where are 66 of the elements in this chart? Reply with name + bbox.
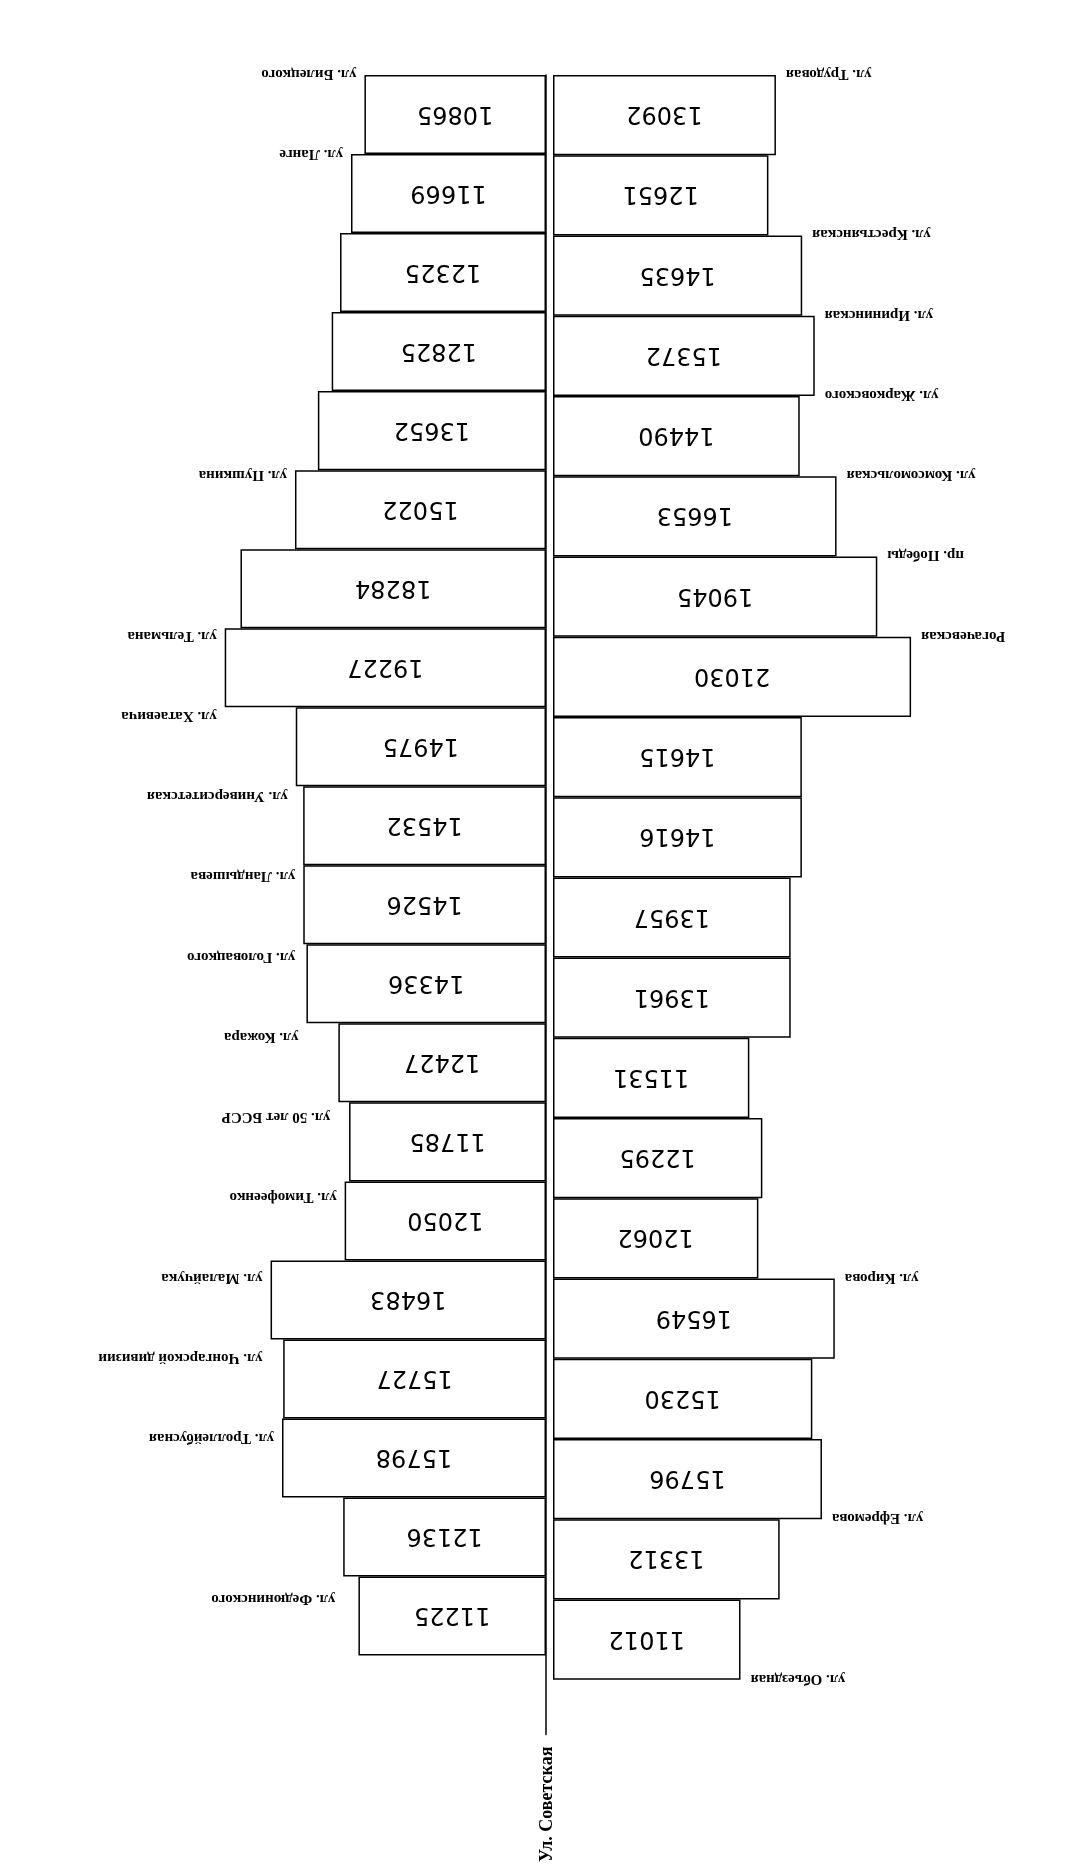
category-label: ул. Кирова [844, 1270, 919, 1287]
category-label: ул. Головацкого [187, 949, 296, 966]
category-label: ул. Жарковского [824, 387, 939, 404]
category-label: ул. Ланге [279, 147, 343, 164]
data-label: 11012 [608, 1625, 685, 1654]
data-label: 14616 [639, 823, 716, 852]
category-label: ул. Трудовая [785, 67, 872, 83]
category-label: ул. Ирининская [824, 307, 934, 324]
data-label: 12325 [404, 258, 482, 287]
data-label: 14615 [639, 743, 716, 772]
data-label: 15230 [644, 1384, 721, 1413]
data-label: 14635 [639, 261, 716, 290]
data-label: 15727 [376, 1364, 453, 1393]
data-label: 19045 [676, 582, 754, 611]
data-label: 11669 [410, 179, 487, 208]
data-label: 14336 [388, 969, 465, 998]
data-label: 14532 [386, 811, 463, 840]
data-label: 12427 [403, 1048, 481, 1077]
data-label: 13652 [393, 416, 471, 445]
data-label: 18284 [355, 574, 432, 603]
data-label: 16549 [655, 1304, 733, 1333]
data-label: 14526 [386, 890, 463, 919]
data-label: 13961 [633, 983, 711, 1012]
data-label: 11531 [612, 1063, 690, 1092]
category-label: ул. Троллейбусная [148, 1431, 274, 1448]
y-axis-title: Ул. Советская [536, 1746, 556, 1863]
data-label: 11785 [409, 1127, 486, 1156]
category-label: пр. Победы [887, 548, 965, 565]
data-label: 16483 [370, 1285, 447, 1314]
data-label: 12651 [622, 181, 699, 210]
data-label: 10865 [417, 100, 494, 129]
data-label: 15372 [645, 341, 723, 370]
category-label: ул. Чонгарской дивизии [98, 1350, 263, 1367]
data-label: 12295 [619, 1144, 696, 1173]
data-label: 12050 [407, 1206, 484, 1235]
category-label: ул. Тельмана [127, 628, 217, 645]
data-label: 19227 [347, 653, 424, 682]
data-label: 21030 [693, 662, 771, 691]
data-label: 13092 [626, 101, 703, 130]
data-label: 12825 [400, 337, 478, 366]
data-label: 13957 [633, 903, 711, 932]
category-label: ул. Комсомольская [846, 468, 976, 485]
data-label: 15022 [382, 495, 459, 524]
data-label: 15798 [375, 1443, 453, 1472]
category-label: ул. Университетская [146, 789, 288, 806]
category-label: Рогачевская [921, 628, 1006, 645]
data-label: 14975 [382, 732, 460, 761]
category-label: ул. Малайчука [161, 1270, 263, 1287]
data-label: 12136 [406, 1523, 483, 1552]
data-label: 16653 [656, 502, 733, 531]
category-label: ул. Пушкина [198, 468, 287, 485]
category-label: ул. Билецкого [261, 67, 357, 83]
data-label: 14490 [638, 422, 715, 451]
category-label: ул. 50 лет БССР [221, 1110, 331, 1127]
data-label: 12062 [617, 1224, 694, 1253]
category-label: ул. Кожара [223, 1029, 299, 1046]
category-label: ул. Ефремова [831, 1511, 924, 1528]
data-label: 15796 [649, 1465, 726, 1494]
data-label: 13312 [628, 1545, 705, 1574]
category-label: ул. Крестьянская [812, 227, 931, 244]
category-label: ул. Ландышева [190, 869, 296, 886]
category-label: ул. Хатаевича [121, 708, 217, 725]
data-label: 11225 [414, 1602, 491, 1631]
category-label: ул. Федюнинского [211, 1591, 336, 1608]
category-label: ул. Объездная [750, 1671, 846, 1688]
category-label: ул. Тимофеенко [229, 1190, 337, 1207]
